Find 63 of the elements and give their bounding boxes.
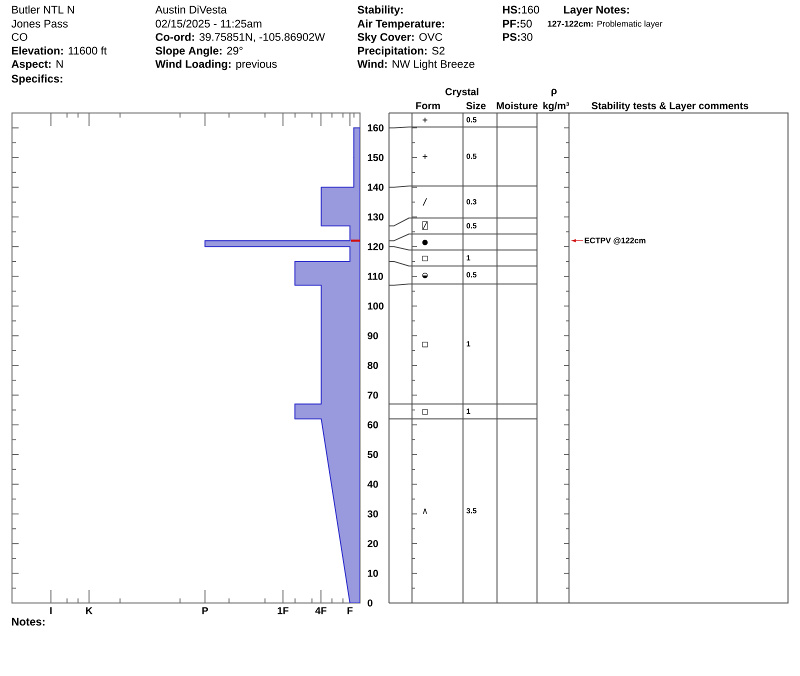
text: ● (422, 240, 428, 246)
text: Form (416, 102, 440, 110)
y-tick-label: 90 (368, 332, 378, 340)
text: Air Temperature: (358, 20, 444, 30)
y-tick-label: 70 (368, 392, 378, 399)
text: Stability: (358, 6, 403, 16)
text: 4F (315, 607, 326, 614)
y-tick-label: 60 (368, 421, 378, 428)
text: □ (422, 409, 428, 415)
text: □ (422, 256, 428, 262)
y-tick-label: 160 (368, 124, 384, 132)
text: + (422, 118, 428, 122)
text: Specifics: (12, 74, 62, 85)
y-tick-label: 10 (368, 570, 378, 577)
text: 1F (278, 607, 288, 614)
ref-line-label: ECTPV @122cm (584, 238, 646, 244)
text: □ (422, 342, 428, 348)
text: Co-ord: 39.75851N, -105.86902W (156, 32, 325, 42)
text: PF:50 (503, 20, 532, 28)
y-tick-label: 110 (368, 272, 383, 280)
text: 02/15/2025 - 11:25am (156, 20, 262, 28)
text: ∧ (423, 508, 427, 514)
text: Layer Notes: (564, 6, 629, 16)
y-tick-label: 0 (368, 599, 372, 607)
text: Moisture (496, 102, 538, 110)
text: ρ (551, 88, 557, 96)
text: I (50, 607, 52, 614)
text: Sky Cover: OVC (358, 32, 442, 44)
y-tick-label: 50 (368, 450, 378, 458)
text: HS:160 (503, 6, 540, 14)
text: PS:30 (503, 33, 532, 41)
text: Precipitation: S2 (358, 46, 445, 57)
text: F (348, 607, 353, 614)
y-tick-label: 120 (368, 243, 384, 250)
text: P (202, 607, 208, 614)
text: Elevation: 11600 ft (12, 46, 107, 55)
y-tick-label: 20 (368, 540, 378, 548)
y-tick-label: 80 (368, 362, 378, 369)
text: Size (466, 102, 486, 110)
text: Wind Loading: previous (155, 60, 277, 70)
text: kg/m³ (543, 102, 570, 112)
text: Slope Angle: 29° (156, 46, 243, 57)
text: / (422, 198, 428, 206)
text: K (86, 607, 93, 614)
text: Stability tests & Layer comments (592, 102, 748, 112)
y-tick-label: 30 (368, 510, 378, 518)
text: CO (12, 33, 28, 41)
y-tick-label: 150 (368, 154, 384, 162)
text: Aspect: N (12, 60, 63, 70)
text: Austin DiVesta (155, 6, 227, 14)
text: ⍁ (422, 221, 428, 230)
text: Crystal (445, 88, 478, 98)
text: Wind: NW Light Breeze (357, 60, 474, 70)
y-tick-label: 40 (367, 480, 378, 488)
y-tick-label: 100 (368, 302, 384, 310)
text: Jones Pass (11, 20, 68, 28)
text: + (422, 154, 428, 159)
y-tick-label: 130 (368, 213, 384, 220)
text: ◒ (422, 272, 428, 278)
text: Butler NTL N (12, 6, 74, 14)
text: Notes: (12, 618, 44, 626)
text: 127-122cm: Problematic layer (548, 20, 662, 28)
y-tick-label: 140 (368, 184, 384, 191)
